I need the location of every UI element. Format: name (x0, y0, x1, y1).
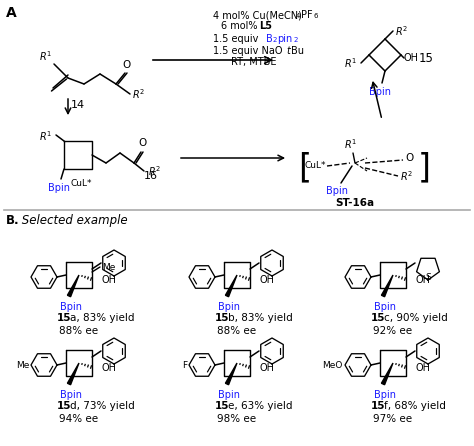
Text: OH: OH (416, 275, 431, 285)
Polygon shape (67, 363, 79, 385)
Text: 98% ee: 98% ee (218, 414, 256, 424)
Text: $R^1$: $R^1$ (39, 49, 52, 63)
Text: PF: PF (301, 10, 313, 20)
Text: 92% ee: 92% ee (374, 326, 412, 336)
Text: 15: 15 (371, 313, 385, 323)
Text: 15: 15 (371, 401, 385, 411)
Text: b, 83% yield: b, 83% yield (228, 313, 293, 323)
Text: O: O (123, 60, 131, 70)
Text: t: t (286, 46, 290, 56)
Text: f, 68% yield: f, 68% yield (384, 401, 446, 411)
Text: MeO: MeO (323, 360, 343, 369)
Text: 14: 14 (71, 100, 85, 110)
Text: c, 90% yield: c, 90% yield (384, 313, 448, 323)
Text: B.: B. (6, 214, 19, 227)
Polygon shape (67, 275, 79, 297)
Text: $R^2$: $R^2$ (400, 169, 413, 183)
Polygon shape (226, 363, 237, 385)
Text: Bpin: Bpin (48, 183, 70, 193)
Text: $R^1$: $R^1$ (345, 137, 357, 151)
Text: 1.5 equiv NaO: 1.5 equiv NaO (213, 46, 283, 56)
Text: 88% ee: 88% ee (59, 326, 99, 336)
Text: pin: pin (277, 34, 292, 44)
Text: 6 mol%: 6 mol% (221, 21, 261, 31)
Text: 2: 2 (273, 37, 277, 43)
Text: OH: OH (102, 363, 117, 373)
Text: 15: 15 (419, 53, 434, 66)
Text: Me: Me (102, 263, 115, 272)
Text: RT, MTBE: RT, MTBE (231, 57, 276, 67)
Text: OH: OH (260, 363, 275, 373)
Text: 97% ee: 97% ee (374, 414, 412, 424)
Text: B: B (266, 34, 273, 44)
Text: A: A (6, 6, 17, 20)
Text: O: O (139, 138, 147, 148)
Text: CuL*: CuL* (305, 161, 327, 170)
Text: 6: 6 (314, 13, 319, 19)
Text: $R^2$: $R^2$ (132, 87, 145, 101)
Text: Bpin: Bpin (326, 186, 348, 196)
Text: 94% ee: 94% ee (59, 414, 99, 424)
Text: Bpin: Bpin (369, 87, 391, 97)
Text: 15: 15 (57, 313, 72, 323)
Polygon shape (226, 275, 237, 297)
Text: Bpin: Bpin (374, 302, 396, 312)
Text: 15: 15 (57, 401, 72, 411)
Text: Bpin: Bpin (218, 302, 240, 312)
Text: Bu: Bu (291, 46, 304, 56)
Text: O: O (405, 153, 413, 163)
Text: OH: OH (260, 275, 275, 285)
Text: 88% ee: 88% ee (218, 326, 256, 336)
Polygon shape (382, 363, 393, 385)
Text: OH: OH (404, 53, 419, 63)
Text: 2: 2 (294, 37, 298, 43)
Text: a, 83% yield: a, 83% yield (70, 313, 135, 323)
Text: OH: OH (416, 363, 431, 373)
Text: ]: ] (418, 152, 431, 185)
Text: S: S (425, 273, 431, 282)
Text: 4: 4 (296, 13, 301, 19)
Text: $R^1$: $R^1$ (39, 129, 52, 143)
Text: 1.5 equiv: 1.5 equiv (213, 34, 262, 44)
Text: 15: 15 (215, 313, 229, 323)
Text: ST-16a: ST-16a (335, 198, 374, 208)
Text: Bpin: Bpin (218, 390, 240, 400)
Text: F: F (182, 360, 187, 369)
Text: [: [ (298, 152, 311, 185)
Text: 4 mol% Cu(MeCN): 4 mol% Cu(MeCN) (213, 10, 302, 20)
Text: Me: Me (16, 360, 29, 369)
Text: OH: OH (102, 275, 117, 285)
Polygon shape (382, 275, 393, 297)
Text: $R^2$: $R^2$ (148, 164, 161, 178)
Text: L5: L5 (259, 21, 272, 31)
Text: 16: 16 (144, 171, 158, 181)
Text: $R^2$: $R^2$ (395, 24, 408, 38)
Text: Selected example: Selected example (18, 214, 128, 227)
Text: Bpin: Bpin (60, 302, 82, 312)
Text: CuL*: CuL* (70, 179, 92, 188)
Text: e, 63% yield: e, 63% yield (228, 401, 292, 411)
Text: $R^1$: $R^1$ (344, 56, 357, 70)
Text: d, 73% yield: d, 73% yield (70, 401, 135, 411)
Text: Bpin: Bpin (374, 390, 396, 400)
Text: Bpin: Bpin (60, 390, 82, 400)
Text: 15: 15 (215, 401, 229, 411)
